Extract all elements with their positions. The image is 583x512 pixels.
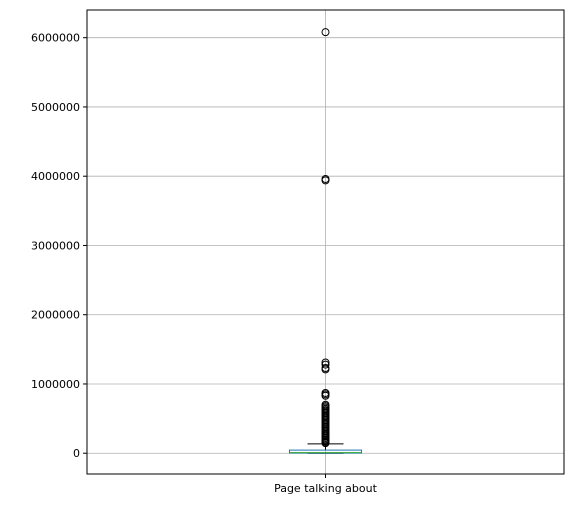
- outlier-point: [321, 365, 330, 374]
- x-tick-label: Page talking about: [274, 482, 378, 495]
- y-tick-label: 6000000: [31, 32, 80, 45]
- outlier-point: [321, 176, 330, 185]
- y-tick-label: 3000000: [31, 239, 80, 252]
- outlier-point: [321, 391, 330, 400]
- y-tick-label: 2000000: [31, 309, 80, 322]
- box-plot: [289, 443, 362, 454]
- y-tick-label: 5000000: [31, 101, 80, 114]
- outlier-point: [321, 28, 330, 37]
- x-axis: Page talking about: [274, 474, 378, 495]
- grid-lines: [87, 10, 564, 474]
- outlier-points: [321, 28, 330, 448]
- y-tick-label: 4000000: [31, 170, 80, 183]
- outlier-point: [321, 360, 330, 369]
- y-tick-label: 0: [73, 447, 80, 460]
- y-tick-label: 1000000: [31, 378, 80, 391]
- outlier-point: [321, 439, 330, 448]
- y-axis: 0 1000000 2000000 3000000 4000000 5000000 6000…: [31, 32, 87, 460]
